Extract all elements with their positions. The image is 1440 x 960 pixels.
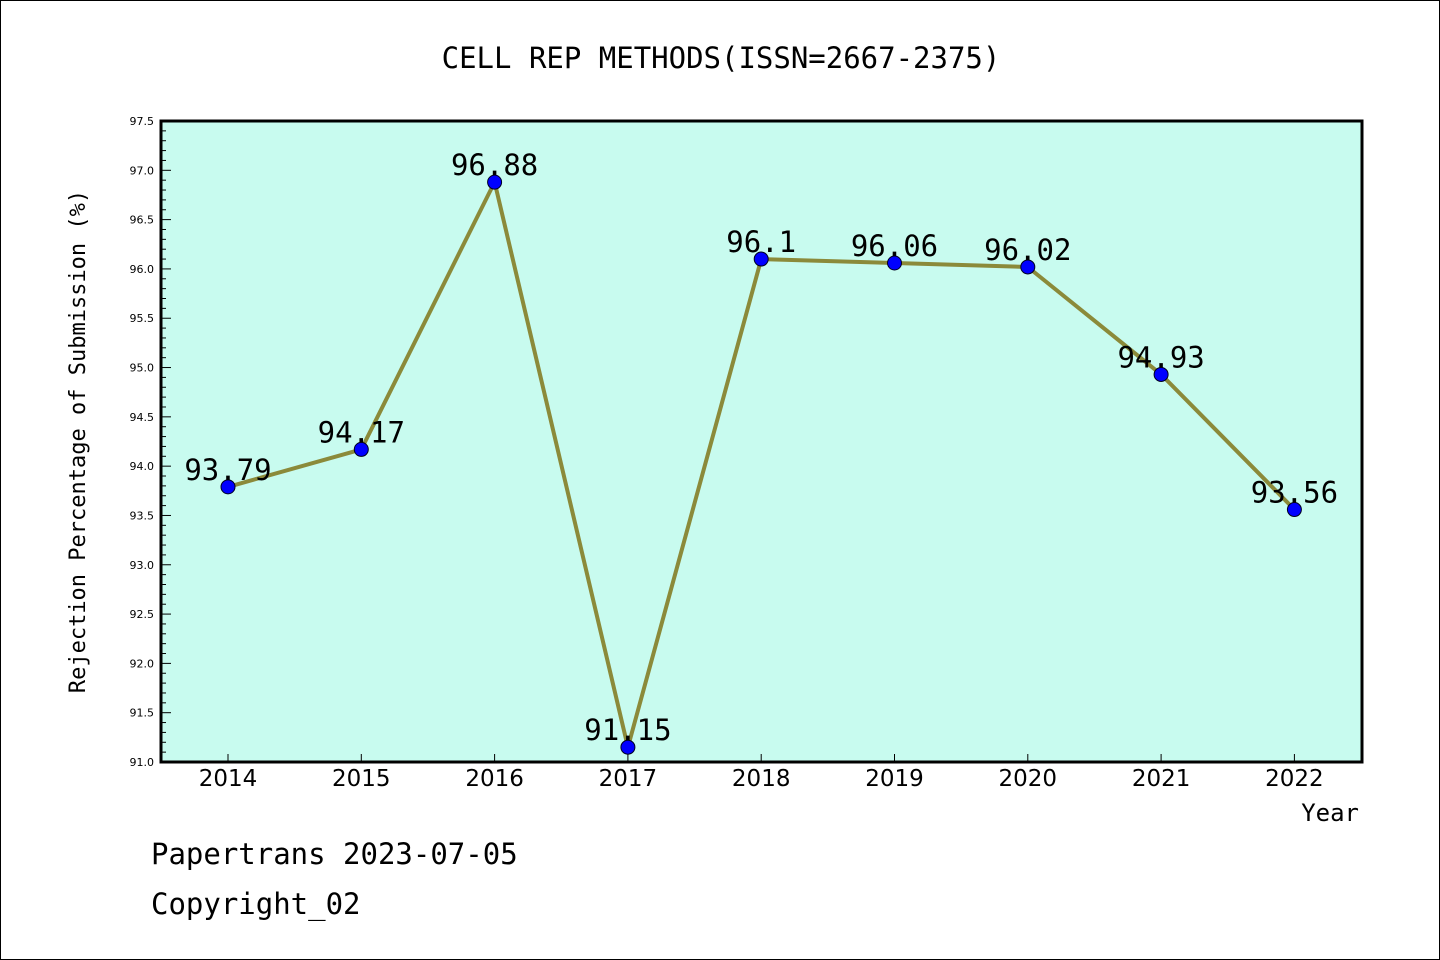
x-tick-label: 2022 (1265, 766, 1324, 792)
y-tick-label: 95.0 (130, 362, 155, 375)
x-tick-label: 2017 (599, 766, 658, 792)
x-tick-label: 2020 (999, 766, 1058, 792)
x-tick-label: 2015 (332, 766, 391, 792)
y-tick-label: 94.0 (130, 460, 155, 473)
y-tick-label: 92.0 (130, 657, 155, 670)
footer-copyright: Copyright_02 (151, 887, 361, 921)
y-tick-label: 93.5 (130, 509, 155, 522)
data-point (353, 441, 369, 457)
data-point (620, 739, 636, 755)
chart-title: CELL REP METHODS(ISSN=2667-2375) (442, 41, 1001, 75)
y-tick-label: 94.5 (130, 411, 155, 424)
data-point (220, 479, 236, 495)
x-tick-label: 2014 (199, 766, 258, 792)
x-axis-ticks: 2014 2015 2016 2017 2018 2019 2020 2021 2022 (199, 754, 1324, 792)
data-label: 96.88 (451, 148, 538, 182)
data-label: 93.79 (184, 453, 271, 487)
y-tick-label: 91.5 (130, 707, 155, 720)
plot-area (159, 119, 1364, 764)
y-tick-label: 96.0 (130, 263, 155, 276)
y-tick-label: 96.5 (130, 214, 155, 227)
data-point (887, 255, 902, 271)
y-tick-label: 91.0 (130, 756, 155, 769)
data-point (1153, 366, 1169, 382)
x-tick-label: 2021 (1132, 766, 1191, 792)
data-label: 94.17 (318, 415, 405, 449)
data-label: 93.56 (1251, 476, 1338, 510)
y-tick-label: 93.0 (130, 559, 155, 572)
data-label: 91.15 (584, 713, 671, 747)
y-tick-label: 95.5 (130, 312, 155, 325)
footer-date: Papertrans 2023-07-05 (151, 837, 518, 871)
data-label: 96.02 (984, 233, 1071, 267)
x-tick-label: 2019 (865, 766, 924, 792)
x-tick-label: 2018 (732, 766, 791, 792)
x-tick-label: 2016 (465, 766, 524, 792)
y-tick-label: 97.0 (130, 164, 155, 177)
y-axis-label: Rejection Percentage of Submission (%) (66, 190, 91, 693)
data-labels: 93.79 94.17 96.88 91.15 96.1 96.06 96.02 94.93 9… (184, 148, 1338, 747)
data-point (753, 251, 769, 267)
data-label: 94.93 (1117, 340, 1204, 374)
y-axis-ticks: 91.0 91.5 92.0 92.5 93.0 93.5 94.0 94.5 95.0 95.5… (130, 115, 171, 769)
data-label: 96.06 (851, 229, 938, 263)
y-tick-label: 97.5 (130, 115, 155, 128)
data-point (1286, 502, 1302, 518)
y-tick-label: 92.5 (130, 608, 155, 621)
data-point (1020, 259, 1036, 275)
x-axis-label: Year (1301, 799, 1359, 827)
data-markers (220, 174, 1302, 755)
data-point (487, 174, 503, 190)
data-label: 96.1 (726, 225, 796, 259)
